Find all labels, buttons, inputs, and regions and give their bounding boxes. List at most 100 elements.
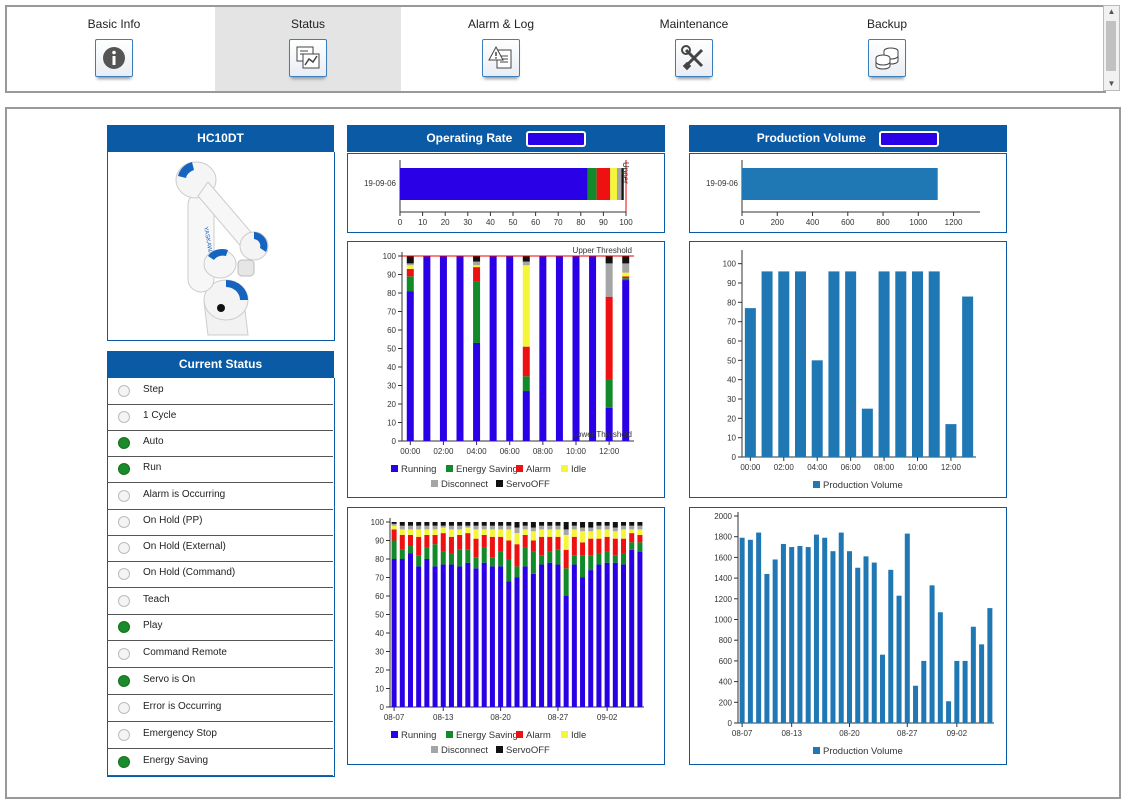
- bar-servooff: [612, 522, 618, 528]
- bar-idle: [465, 527, 471, 534]
- bar-running: [539, 564, 545, 707]
- bar-servooff: [637, 522, 643, 526]
- bar-production-volume: [855, 567, 861, 723]
- bar-energy-saving: [571, 555, 577, 565]
- tab-backup[interactable]: Backup: [794, 7, 980, 91]
- status-chart-icon: [289, 39, 327, 77]
- legend-label: Energy Saving: [456, 464, 518, 475]
- x-tick-label: 08-07: [384, 713, 405, 722]
- y-tick-label: 90: [727, 279, 736, 288]
- y-tick-label: 70: [387, 308, 396, 317]
- bar-energy-saving: [440, 551, 446, 565]
- bar-idle: [432, 529, 438, 535]
- bar-production-volume: [937, 612, 943, 723]
- bar-running: [440, 564, 446, 707]
- status-row-1-cycle: 1 Cycle: [107, 404, 333, 431]
- y-tick-label: 10: [387, 419, 396, 428]
- x-tick-label: 08:00: [533, 447, 554, 456]
- bar-energy-saving: [498, 551, 504, 567]
- bar-alarm: [596, 168, 611, 200]
- bar-production-volume: [987, 608, 993, 723]
- status-led-on-icon: [118, 463, 130, 475]
- bar-disconnect: [604, 525, 610, 530]
- bar-alarm: [432, 534, 438, 545]
- bar-alarm: [612, 538, 618, 556]
- bar-energy-saving: [448, 553, 454, 565]
- x-tick-label: 10: [418, 218, 427, 227]
- bar-running: [456, 256, 464, 441]
- bar-alarm: [547, 536, 553, 552]
- bar-energy-saving: [473, 557, 479, 569]
- bar-alarm: [522, 534, 528, 548]
- bar-energy-saving: [391, 540, 397, 559]
- bar-idle: [406, 265, 414, 269]
- scroll-up-icon[interactable]: ▲: [1107, 7, 1116, 16]
- bar-energy-saving: [424, 547, 430, 559]
- bar-servooff: [629, 522, 635, 526]
- status-led-off-icon: [118, 595, 130, 607]
- bar-servooff: [555, 522, 561, 526]
- y-tick-label: 60: [387, 326, 396, 335]
- status-row-on-hold-external: On Hold (External): [107, 535, 333, 562]
- status-led-off-icon: [118, 729, 130, 741]
- bar-idle: [457, 529, 463, 535]
- y-tick-label: 100: [371, 518, 385, 527]
- scroll-down-icon[interactable]: ▼: [1107, 79, 1116, 88]
- bar-running: [448, 564, 454, 707]
- bar-production-volume: [921, 660, 927, 723]
- legend-label: Disconnect: [441, 479, 488, 490]
- bar-servooff: [473, 522, 479, 526]
- bar-idle: [522, 529, 528, 535]
- bar-servooff: [571, 522, 577, 526]
- legend-label: Alarm: [526, 730, 551, 741]
- op-rate-day-box: 0 10 20 30 40 50 60 70 80 90 100 19-09-06 Upper: [347, 153, 665, 233]
- tab-maintenance[interactable]: Maintenance: [601, 7, 787, 91]
- bar-running: [432, 566, 438, 707]
- bar-alarm: [465, 533, 471, 550]
- bar-alarm: [457, 534, 463, 550]
- x-tick-label: 800: [876, 218, 890, 227]
- status-label: Play: [143, 620, 163, 631]
- status-row-alarm-is-occurring: Alarm is Occurring: [107, 483, 333, 510]
- legend-swatch: [496, 746, 503, 753]
- tab-basic-info[interactable]: Basic Info: [21, 7, 207, 91]
- nav-scrollbar[interactable]: ▲ ▼: [1103, 5, 1120, 91]
- bar-servooff: [605, 256, 613, 264]
- bar-servooff: [481, 522, 487, 526]
- bar-production-volume: [962, 660, 968, 723]
- bar-running: [416, 566, 422, 707]
- y-tick-label: 800: [719, 636, 733, 645]
- bar-servooff: [506, 522, 512, 526]
- scrollbar-thumb[interactable]: [1106, 21, 1116, 71]
- bar-running: [522, 566, 528, 707]
- tab-alarm-log[interactable]: Alarm & Log: [408, 7, 594, 91]
- op-rate-hourly-chart: 0 10 20 30 40 50 60 70 80 90 100 00:00 02:00 04:00 06:…: [383, 246, 634, 490]
- status-led-off-icon: [118, 702, 130, 714]
- bar-disconnect: [637, 525, 643, 530]
- y-tick-label: 30: [375, 648, 384, 657]
- legend-label: Alarm: [526, 464, 551, 475]
- y-tick-label: 20: [727, 414, 736, 423]
- x-tick-label: 02:00: [433, 447, 454, 456]
- bar-running: [604, 562, 610, 707]
- bar-alarm: [473, 267, 481, 282]
- bar-energy-saving: [539, 555, 545, 565]
- operating-rate-swatch: [525, 130, 586, 147]
- bar-energy-saving: [514, 566, 520, 578]
- bar-production-volume: [744, 308, 756, 457]
- tab-label: Maintenance: [659, 17, 729, 31]
- x-tick-label: 12:00: [941, 463, 962, 472]
- x-tick-label: 00:00: [400, 447, 421, 456]
- bar-alarm: [498, 536, 504, 552]
- bar-running: [424, 559, 430, 707]
- bar-production-volume: [896, 595, 902, 723]
- status-led-off-icon: [118, 648, 130, 660]
- bar-production-volume: [863, 556, 869, 723]
- bar-energy-saving: [522, 547, 528, 567]
- bar-running: [612, 562, 618, 707]
- tab-status[interactable]: Status: [215, 7, 401, 91]
- bar-running: [555, 256, 563, 441]
- x-tick-label: 04:00: [807, 463, 828, 472]
- bar-running: [563, 596, 569, 707]
- bar-alarm: [621, 538, 627, 554]
